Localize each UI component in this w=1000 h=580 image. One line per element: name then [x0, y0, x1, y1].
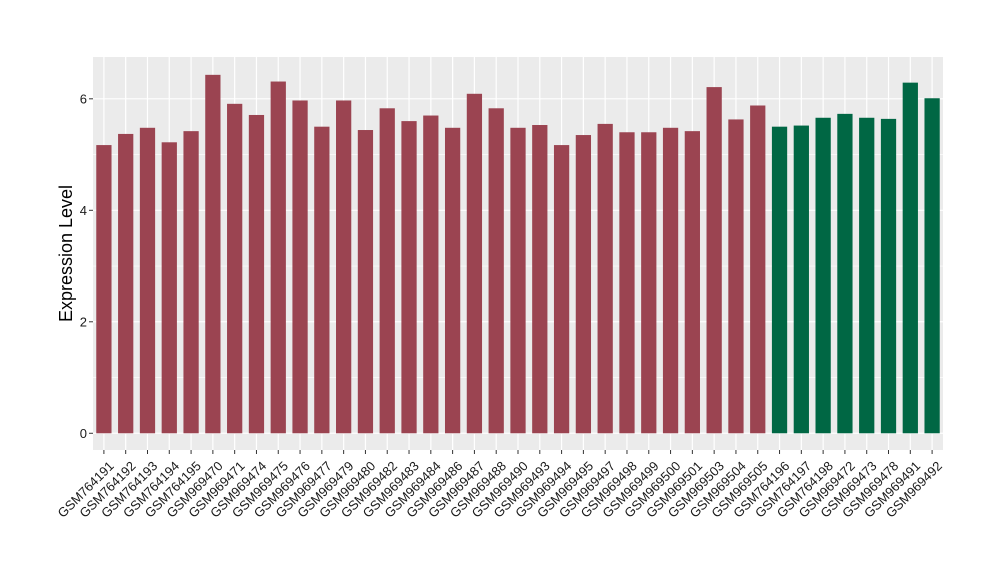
bar — [270, 81, 286, 434]
bar — [118, 133, 134, 434]
bar — [924, 98, 940, 434]
bar — [815, 117, 831, 434]
bar — [444, 127, 461, 434]
bar — [728, 119, 744, 434]
bar — [793, 125, 809, 434]
bar — [205, 74, 221, 434]
bar — [750, 105, 766, 434]
bar — [357, 130, 374, 434]
bar — [510, 127, 526, 434]
bar — [379, 108, 395, 434]
x-axis: GSM764191GSM764192GSM764193GSM764194GSM7… — [55, 450, 945, 521]
bar — [227, 103, 243, 434]
y-axis: 0 2 4 6 — [80, 91, 93, 441]
bar — [902, 82, 918, 434]
bar — [423, 115, 439, 434]
bar — [532, 125, 548, 434]
bar — [771, 126, 788, 434]
bar — [336, 100, 352, 434]
bars — [96, 74, 940, 434]
bar — [488, 108, 504, 434]
bar — [96, 145, 112, 434]
bar — [662, 127, 679, 434]
bar — [684, 131, 700, 434]
bar — [575, 135, 592, 434]
bar — [139, 127, 156, 434]
bar — [314, 126, 330, 434]
bar — [880, 118, 897, 434]
bar — [466, 93, 483, 434]
bar — [401, 121, 417, 434]
bar — [183, 131, 199, 434]
bar — [553, 145, 570, 434]
y-tick-label: 6 — [80, 91, 87, 106]
bar — [619, 132, 635, 434]
y-tick-label: 0 — [80, 426, 87, 441]
bar — [859, 117, 875, 434]
bar — [706, 87, 722, 434]
bar — [248, 114, 265, 434]
y-axis-title: Expression Level — [56, 185, 76, 322]
bar — [597, 123, 613, 434]
bar — [641, 132, 657, 434]
bar — [837, 113, 853, 434]
bar — [161, 142, 177, 434]
bar — [292, 100, 308, 434]
y-tick-label: 2 — [80, 314, 87, 329]
y-tick-label: 4 — [80, 203, 87, 218]
